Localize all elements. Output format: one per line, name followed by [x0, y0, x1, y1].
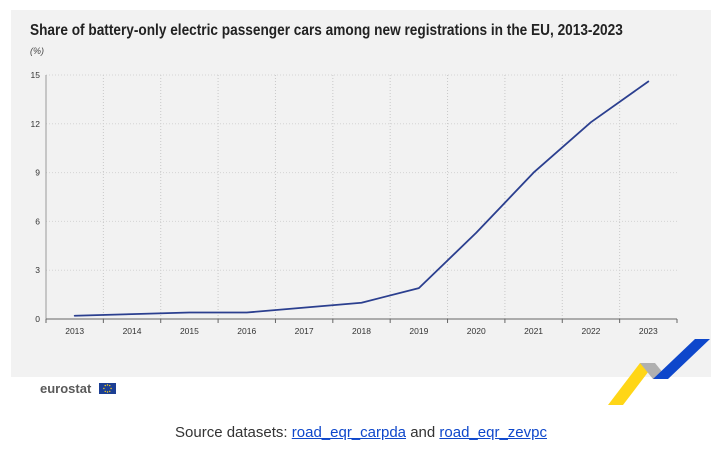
chart-title: Share of battery-only electric passenger… [30, 22, 623, 39]
source-line: Source datasets: road_eqr_carpda and roa… [0, 424, 722, 441]
axes [45, 75, 678, 323]
x-tick-label: 2020 [467, 326, 486, 336]
y-tick-label: 15 [31, 70, 41, 80]
y-tick-labels: 0 3 6 9 12 15 [31, 70, 41, 324]
dataset-link-zevpc[interactable]: road_eqr_zevpc [439, 424, 547, 441]
chart-panel [11, 10, 711, 377]
x-tick-label: 2023 [639, 326, 658, 336]
x-tick-label: 2022 [581, 326, 600, 336]
eurostat-ribbon-decoration [608, 339, 710, 405]
eurostat-logo-text: eurostat [40, 381, 92, 396]
eu-flag-icon [99, 383, 116, 394]
x-tick-label: 2016 [237, 326, 256, 336]
series [73, 80, 650, 317]
y-tick-label: 3 [35, 265, 40, 275]
source-prefix: Source datasets: [175, 424, 288, 441]
x-tick-label: 2018 [352, 326, 371, 336]
x-tick-labels: 2013 2014 2015 2016 2017 2018 2019 2020 2021 2022… [65, 326, 658, 336]
x-tick-label: 2017 [295, 326, 314, 336]
y-unit-label: (%) [30, 46, 44, 56]
y-tick-label: 0 [35, 314, 40, 324]
x-tick-label: 2021 [524, 326, 543, 336]
y-tick-label: 6 [35, 216, 40, 226]
x-tick-label: 2015 [180, 326, 199, 336]
source-conjunction: and [410, 424, 436, 441]
dataset-link-carpda[interactable]: road_eqr_carpda [291, 424, 407, 441]
grid-lines [46, 74, 677, 319]
x-tick-label: 2019 [409, 326, 428, 336]
y-tick-label: 12 [31, 119, 41, 129]
x-tick-label: 2013 [65, 326, 84, 336]
x-tick-label: 2014 [123, 326, 142, 336]
y-tick-label: 9 [35, 168, 40, 178]
